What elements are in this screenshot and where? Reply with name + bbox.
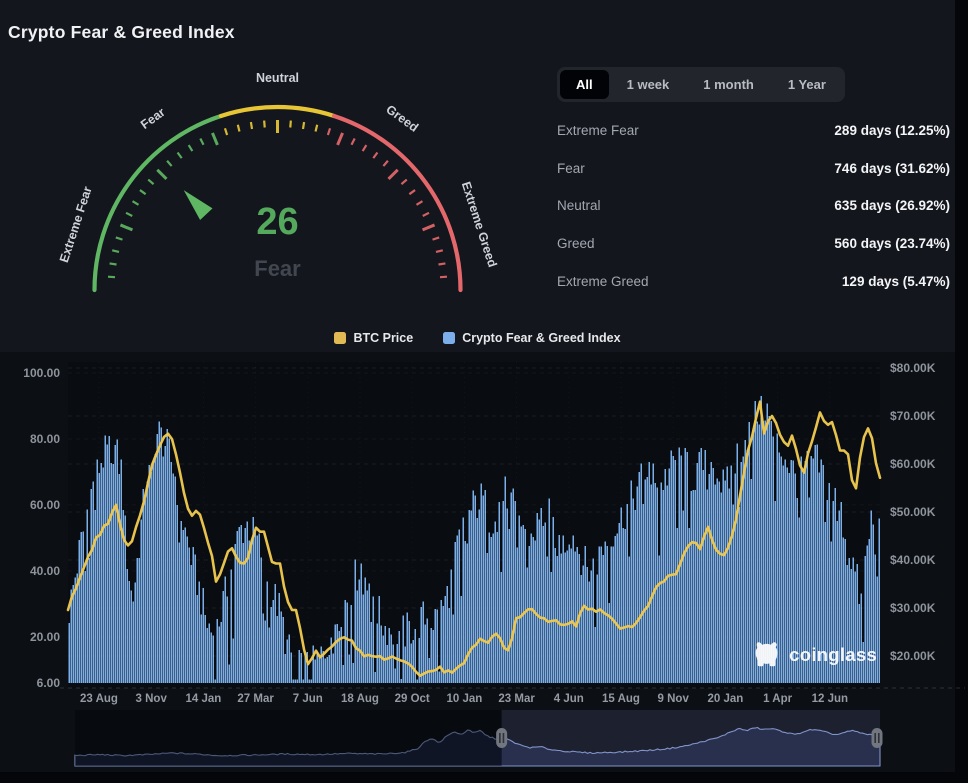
svg-text:29 Oct: 29 Oct xyxy=(395,693,430,705)
stat-label: Fear xyxy=(557,160,585,176)
svg-text:80.00: 80.00 xyxy=(30,432,60,446)
stat-value: 289 days (12.25%) xyxy=(834,123,950,139)
x-axis-labels: 23 Aug 3 Nov 14 Jan 27 Mar 7 Jun 18 Aug 29 Oct… xyxy=(80,693,848,705)
tab-1-week[interactable]: 1 week xyxy=(626,77,670,92)
svg-text:60.00: 60.00 xyxy=(30,498,60,512)
svg-text:40.00: 40.00 xyxy=(30,564,60,578)
stat-row-extreme-fear: Extreme Fear 289 days (12.25%) xyxy=(557,112,950,150)
stat-value: 635 days (26.92%) xyxy=(834,198,950,214)
svg-text:14 Jan: 14 Jan xyxy=(185,693,221,705)
stat-value: 746 days (31.62%) xyxy=(834,160,950,176)
gauge-label-extreme-fear: Extreme Fear xyxy=(57,185,95,265)
stat-row-neutral: Neutral 635 days (26.92%) xyxy=(557,187,950,225)
gauge-arc-segment xyxy=(218,104,337,119)
btc-price-line xyxy=(66,400,882,677)
navigator-selected-region[interactable] xyxy=(501,710,880,766)
stats-panel: Extreme Fear 289 days (12.25%) Fear 746 day… xyxy=(557,112,950,300)
fear-greed-bars xyxy=(68,396,880,683)
stat-label: Extreme Fear xyxy=(557,123,639,139)
legend-swatch xyxy=(334,332,347,344)
gauge-ticks xyxy=(107,120,448,279)
chart-legend: BTC Price Crypto Fear & Greed Index xyxy=(0,331,955,345)
svg-text:27 Mar: 27 Mar xyxy=(237,693,274,705)
svg-text:3 Nov: 3 Nov xyxy=(136,693,168,705)
legend-item-btc-price[interactable]: BTC Price xyxy=(334,331,413,345)
svg-text:9 Nov: 9 Nov xyxy=(658,693,690,705)
svg-text:$80.00K: $80.00K xyxy=(890,361,936,375)
stat-label: Greed xyxy=(557,236,595,252)
svg-text:15 Aug: 15 Aug xyxy=(602,693,640,705)
svg-text:18 Aug: 18 Aug xyxy=(341,693,379,705)
stat-label: Neutral xyxy=(557,198,601,214)
svg-text:$40.00K: $40.00K xyxy=(890,553,936,567)
svg-text:20 Jan: 20 Jan xyxy=(707,693,743,705)
svg-text:12 Jun: 12 Jun xyxy=(812,693,848,705)
navigator-unselected-region[interactable] xyxy=(75,710,502,766)
main-chart[interactable]: 100.00 80.00 60.00 40.00 20.00 6.00 $80.00K $70… xyxy=(0,352,968,710)
tab-1-year[interactable]: 1 Year xyxy=(787,77,826,92)
fear-greed-gauge: 26 Fear Extreme Fear Fear Neutral Greed Extrem… xyxy=(57,71,500,293)
svg-text:23 Aug: 23 Aug xyxy=(80,693,118,705)
svg-text:10 Jan: 10 Jan xyxy=(446,693,482,705)
left-axis-labels: 100.00 80.00 60.00 40.00 20.00 6.00 xyxy=(23,366,60,690)
gauge-classification: Fear xyxy=(254,256,301,281)
legend-swatch xyxy=(443,332,456,344)
gauge-needle xyxy=(183,190,213,221)
svg-text:$30.00K: $30.00K xyxy=(890,601,936,615)
gauge-value: 26 xyxy=(256,201,298,243)
right-edge-strip xyxy=(955,0,968,783)
svg-text:$20.00K: $20.00K xyxy=(890,649,936,663)
legend-item-fear-greed-index[interactable]: Crypto Fear & Greed Index xyxy=(443,331,621,345)
range-tabs: All 1 week 1 month 1 Year xyxy=(557,67,845,102)
svg-text:$60.00K: $60.00K xyxy=(890,457,936,471)
stat-label: Extreme Greed xyxy=(557,273,649,289)
navigator-chart[interactable] xyxy=(0,708,968,772)
stat-value: 129 days (5.47%) xyxy=(841,273,950,289)
stat-row-greed: Greed 560 days (23.74%) xyxy=(557,225,950,263)
stat-value: 560 days (23.74%) xyxy=(834,236,950,252)
navigator-handle-left[interactable] xyxy=(496,728,508,748)
gauge-label-fear: Fear xyxy=(138,105,168,132)
svg-text:20.00: 20.00 xyxy=(30,630,60,644)
gauge-label-greed: Greed xyxy=(383,102,420,135)
svg-text:7 Jun: 7 Jun xyxy=(293,693,323,705)
gauge-arc-segment xyxy=(92,113,224,293)
gauge-section-background xyxy=(0,0,955,352)
stat-row-fear: Fear 746 days (31.62%) xyxy=(557,150,950,188)
svg-text:6.00: 6.00 xyxy=(37,676,61,690)
bottom-edge-strip xyxy=(0,772,968,783)
svg-text:100.00: 100.00 xyxy=(23,366,60,380)
svg-text:1 Apr: 1 Apr xyxy=(763,693,792,705)
legend-label: BTC Price xyxy=(353,331,414,345)
page-title: Crypto Fear & Greed Index xyxy=(8,22,235,42)
right-axis-labels: $80.00K $70.00K $60.00K $50.00K $40.00K $30.0… xyxy=(890,361,936,663)
chart-gridlines xyxy=(60,362,965,689)
gauge-label-neutral: Neutral xyxy=(256,71,299,85)
legend-label: Crypto Fear & Greed Index xyxy=(462,331,621,345)
svg-text:$70.00K: $70.00K xyxy=(890,409,936,423)
svg-text:23 Mar: 23 Mar xyxy=(498,693,535,705)
navigator-series xyxy=(74,726,881,767)
gauge-label-extreme-greed: Extreme Greed xyxy=(459,180,500,269)
gauge-arc-segment xyxy=(331,113,463,293)
stat-row-extreme-greed: Extreme Greed 129 days (5.47%) xyxy=(557,262,950,300)
svg-text:4 Jun: 4 Jun xyxy=(554,693,584,705)
tab-all[interactable]: All xyxy=(560,70,609,99)
navigator-handle-right[interactable] xyxy=(871,728,883,748)
tab-1-month[interactable]: 1 month xyxy=(703,77,754,92)
svg-text:$50.00K: $50.00K xyxy=(890,505,936,519)
